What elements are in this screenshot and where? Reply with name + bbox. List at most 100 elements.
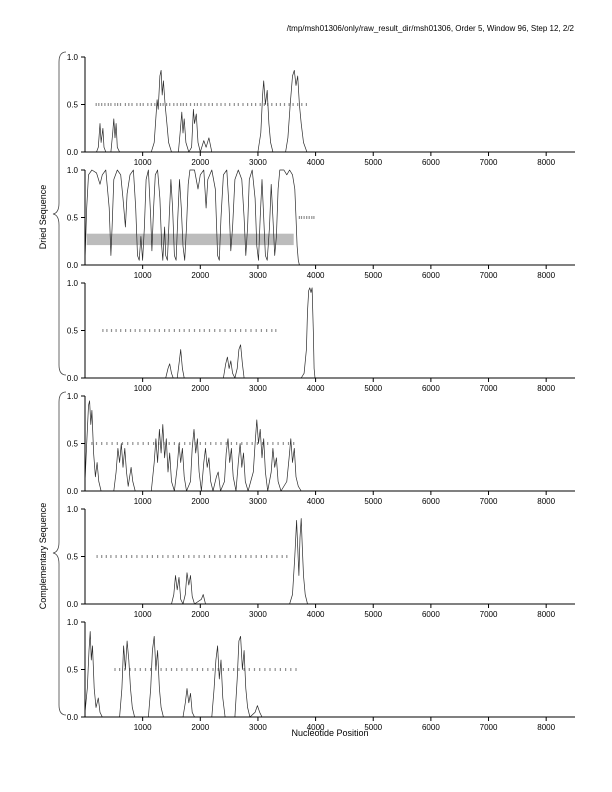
midline-marker xyxy=(200,103,202,106)
midline-marker xyxy=(241,442,243,445)
midline-marker xyxy=(208,103,210,106)
midline-marker xyxy=(281,555,283,558)
midline-marker xyxy=(274,668,276,671)
midline-marker xyxy=(173,442,175,445)
x-tick-label: 1000 xyxy=(134,384,152,393)
midline-marker xyxy=(233,668,235,671)
midline-marker xyxy=(176,668,178,671)
midline-marker xyxy=(263,103,265,106)
midline-marker xyxy=(154,329,156,332)
midline-marker xyxy=(196,103,198,106)
midline-marker xyxy=(215,442,217,445)
y-tick-label: 1.0 xyxy=(67,392,79,401)
x-tick-label: 5000 xyxy=(364,384,382,393)
y-tick-label: 1.0 xyxy=(67,505,79,514)
x-tick-label: 6000 xyxy=(422,271,440,280)
midline-marker xyxy=(234,555,237,558)
plot-panels-container: 0.0 0.5 1.0 1000 2000 3000 4000 5000 6000 7000 800… xyxy=(0,45,612,732)
midline-marker xyxy=(125,329,127,332)
midline-marker xyxy=(204,103,206,106)
midline-marker xyxy=(104,103,106,106)
midline-marker xyxy=(153,442,155,445)
plot-panel-2: 0.0 0.5 1.0 1000 2000 3000 4000 5000 6000 7000 800… xyxy=(67,166,575,280)
midline-marker xyxy=(178,329,181,332)
score-curve xyxy=(85,287,316,379)
midline-marker xyxy=(243,668,245,671)
midline-marker xyxy=(172,555,174,558)
midline-marker xyxy=(136,103,138,106)
y-tick-label: 0.5 xyxy=(67,327,79,336)
page-title: /tmp/msh01306/only/raw_result_dir/msh013… xyxy=(286,24,574,33)
x-tick-label: 1000 xyxy=(134,158,152,167)
midline-marker xyxy=(275,329,277,332)
midline-marker xyxy=(271,103,273,106)
x-tick-label: 8000 xyxy=(537,384,555,393)
x-tick-label: 4000 xyxy=(307,610,325,619)
midline-marker xyxy=(240,555,242,558)
midline-marker xyxy=(178,442,181,445)
midline-marker xyxy=(102,329,104,332)
midline-marker xyxy=(229,103,231,106)
midline-marker xyxy=(251,442,253,445)
midline-marker xyxy=(176,103,178,106)
midline-marker xyxy=(154,103,156,106)
midline-marker xyxy=(292,103,294,106)
midline-marker xyxy=(204,442,207,445)
midline-marker xyxy=(106,329,108,332)
midline-marker xyxy=(164,329,166,332)
midline-marker xyxy=(279,668,281,671)
midline-marker xyxy=(219,555,221,558)
score-curve xyxy=(84,631,310,718)
midline-marker xyxy=(150,103,152,106)
midline-marker xyxy=(132,442,134,445)
midline-marker xyxy=(203,329,205,332)
midline-marker xyxy=(186,668,188,671)
x-tick-label: 2000 xyxy=(191,271,209,280)
x-tick-label: 4000 xyxy=(307,158,325,167)
midline-marker xyxy=(238,668,240,671)
x-tick-label: 3000 xyxy=(249,497,267,506)
midline-marker xyxy=(189,442,191,445)
midline-marker xyxy=(293,442,295,445)
midline-marker xyxy=(106,442,108,445)
midline-marker xyxy=(286,555,288,558)
midline-marker xyxy=(105,555,107,558)
midline-marker xyxy=(222,668,224,671)
y-tick-label: 0.5 xyxy=(67,553,79,562)
midline-marker xyxy=(220,103,222,106)
midline-marker xyxy=(125,555,128,558)
midline-marker xyxy=(207,668,209,671)
midline-marker xyxy=(189,103,192,106)
midline-marker xyxy=(227,668,230,671)
midline-marker xyxy=(142,103,144,106)
midline-marker xyxy=(124,103,126,106)
y-tick-label: 0.5 xyxy=(67,440,79,449)
x-tick-label: 5000 xyxy=(364,723,382,732)
midline-marker xyxy=(234,329,237,332)
x-tick-label: 3000 xyxy=(249,158,267,167)
x-tick-label: 2000 xyxy=(191,158,209,167)
plot-panel-1: 0.0 0.5 1.0 1000 2000 3000 4000 5000 6000 7000 800… xyxy=(67,53,575,167)
x-tick-label: 4000 xyxy=(307,384,325,393)
midline-marker xyxy=(253,668,256,671)
midline-marker xyxy=(210,442,212,445)
midline-marker xyxy=(202,668,204,671)
midline-marker xyxy=(134,329,136,332)
midline-marker xyxy=(237,103,239,106)
midline-marker xyxy=(191,668,193,671)
midline-marker xyxy=(139,668,141,671)
x-tick-label: 4000 xyxy=(307,271,325,280)
midline-marker xyxy=(114,103,116,106)
midline-marker xyxy=(127,442,129,445)
midline-marker xyxy=(306,216,308,219)
midline-marker xyxy=(134,668,136,671)
midline-marker xyxy=(183,329,185,332)
y-tick-label: 0.0 xyxy=(67,148,79,157)
midline-marker xyxy=(247,103,249,106)
midline-marker xyxy=(124,668,126,671)
midline-marker xyxy=(177,555,179,558)
y-tick-label: 0.5 xyxy=(67,101,79,110)
midline-marker xyxy=(101,555,103,558)
midline-marker xyxy=(144,329,146,332)
x-tick-label: 7000 xyxy=(480,158,498,167)
